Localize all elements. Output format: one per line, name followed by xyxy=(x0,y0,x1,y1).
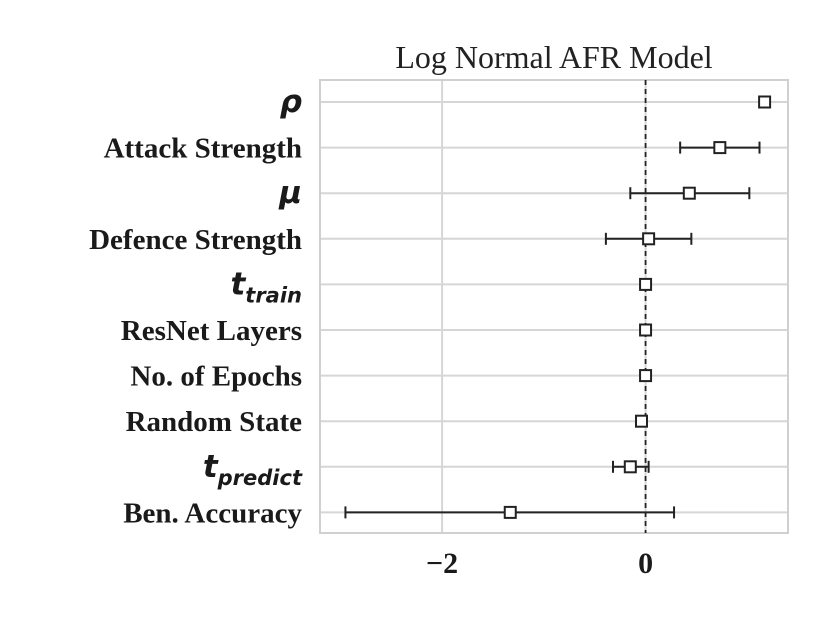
y-label-6: No. of Epochs xyxy=(130,361,302,393)
x-axis-tick-labels: −2 0 xyxy=(426,547,653,580)
y-label-0: ρ xyxy=(280,84,302,120)
y-label-text: Ben. Accuracy xyxy=(123,497,302,529)
y-label-text: ResNet Layers xyxy=(121,315,302,347)
y-label-text: μ xyxy=(278,175,302,211)
estimate-marker-9 xyxy=(503,505,517,519)
y-label-1: Attack Strength xyxy=(104,133,302,165)
plot-frame xyxy=(319,79,789,534)
estimate-marker-2 xyxy=(682,186,696,200)
estimate-marker-3 xyxy=(642,232,656,246)
y-label-text: Attack Strength xyxy=(104,133,302,165)
estimate-marker-0 xyxy=(758,95,772,109)
y-label-text: t xyxy=(203,449,219,485)
y-label-text: Defence Strength xyxy=(89,224,302,256)
y-label-text: t xyxy=(230,266,246,302)
x-tick-label: 0 xyxy=(638,547,653,580)
y-label-9: Ben. Accuracy xyxy=(123,497,302,529)
y-label-3: Defence Strength xyxy=(89,224,302,256)
estimate-marker-4 xyxy=(639,277,653,291)
x-tick-label: −2 xyxy=(426,547,458,580)
y-label-4: ttrain xyxy=(230,266,302,307)
y-label-text: ρ xyxy=(280,84,302,120)
y-label-7: Random State xyxy=(126,406,303,438)
y-label-subscript: predict xyxy=(217,466,303,490)
chart-title: Log Normal AFR Model xyxy=(395,39,712,75)
y-label-2: μ xyxy=(278,175,302,211)
estimate-marker-5 xyxy=(639,323,653,337)
estimate-marker-7 xyxy=(634,414,648,428)
y-label-subscript: train xyxy=(245,283,302,307)
y-label-text: No. of Epochs xyxy=(130,361,302,393)
y-label-text: Random State xyxy=(126,406,303,438)
estimate-marks xyxy=(344,95,772,519)
estimate-marker-8 xyxy=(623,460,637,474)
estimate-marker-1 xyxy=(713,141,727,155)
estimate-marker-6 xyxy=(639,369,653,383)
y-label-5: ResNet Layers xyxy=(121,315,302,347)
y-label-8: tpredict xyxy=(203,449,303,490)
